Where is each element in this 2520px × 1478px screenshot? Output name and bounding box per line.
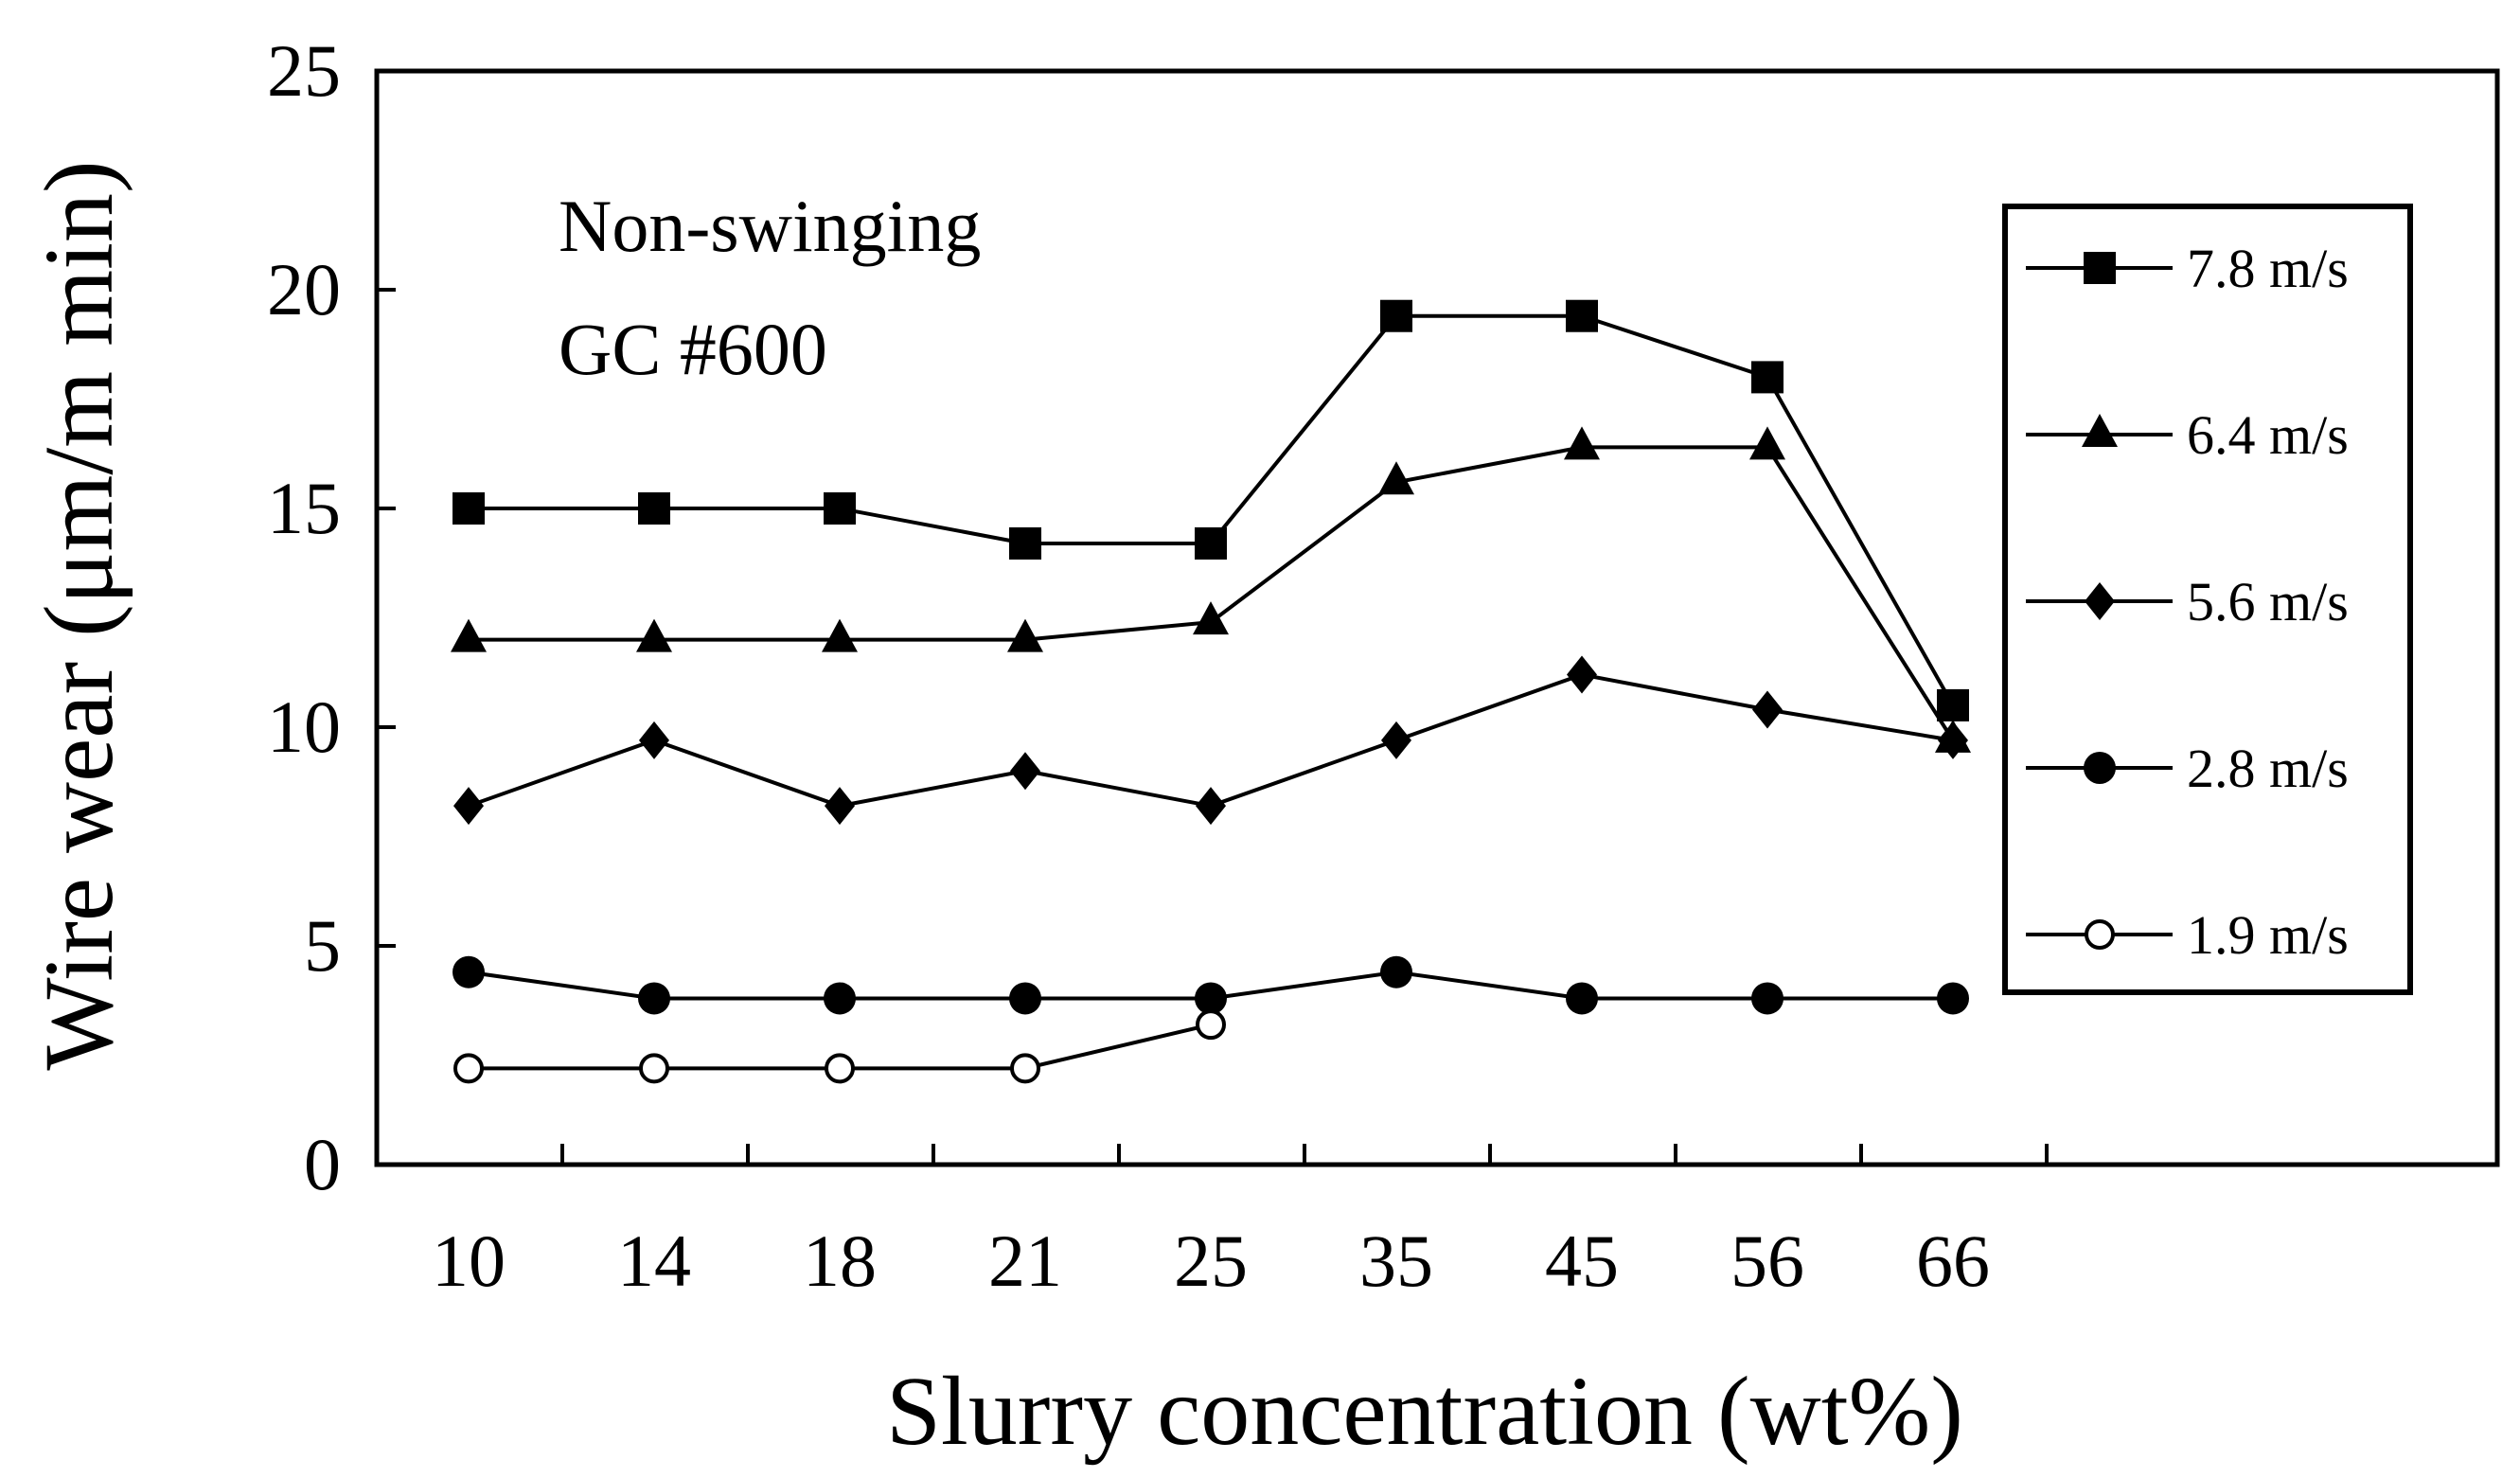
data-point-5-6-m-s (453, 787, 484, 826)
data-point-5-6-m-s (1752, 690, 1783, 729)
y-tick-label: 25 (267, 29, 341, 112)
legend-marker (2084, 252, 2116, 284)
data-point-6-4-m-s (1007, 618, 1043, 652)
data-point-7-8-m-s (1380, 299, 1412, 332)
data-point-7-8-m-s (824, 492, 856, 525)
x-tick-label: 56 (1730, 1220, 1804, 1302)
legend-label: 7.8 m/s (2187, 238, 2349, 299)
data-point-6-4-m-s (1193, 601, 1229, 635)
series-1-9-m-s (453, 1009, 1226, 1084)
annotation-abrasive: GC #600 (559, 308, 827, 390)
data-point-2-8-m-s (453, 955, 485, 988)
legend: 7.8 m/s 6.4 m/s 5.6 m/s 2.8 m/s 1.9 m/s (2002, 204, 2413, 995)
data-point-7-8-m-s (1751, 361, 1784, 394)
data-point-6-4-m-s (1378, 461, 1414, 495)
series-line-5-6-m-s (468, 672, 1954, 809)
data-point-7-8-m-s (1009, 526, 1041, 560)
x-tick-label: 66 (1916, 1220, 1990, 1302)
data-point-5-6-m-s (639, 721, 669, 759)
data-point-6-4-m-s (1749, 426, 1785, 460)
data-point-2-8-m-s (1009, 982, 1041, 1015)
y-axis-title: Wire wear (μm/m min) (25, 160, 133, 1070)
legend-entry-7-8-m-s: 7.8 m/s (2026, 238, 2349, 299)
data-point-5-6-m-s (1938, 721, 1968, 759)
x-tick-label: 45 (1545, 1220, 1619, 1302)
data-point-6-4-m-s (451, 618, 487, 652)
data-point-1-9-m-s (1010, 1053, 1040, 1084)
data-point-5-6-m-s (1567, 655, 1597, 694)
data-point-6-4-m-s (636, 618, 672, 652)
y-tick-label: 20 (267, 248, 341, 330)
legend-entry-6-4-m-s: 6.4 m/s (2026, 404, 2349, 466)
series-line-6-4-m-s (469, 445, 1955, 741)
legend-label: 2.8 m/s (2187, 738, 2349, 799)
series-7-8-m-s (453, 299, 1969, 721)
data-point-7-8-m-s (1937, 688, 1969, 721)
plot-frame (374, 68, 2500, 1167)
data-point-2-8-m-s (1380, 955, 1412, 988)
data-point-2-8-m-s (1195, 982, 1227, 1015)
data-point-2-8-m-s (1751, 982, 1784, 1015)
x-tick-label: 25 (1174, 1220, 1248, 1302)
x-tick-label: 21 (988, 1220, 1062, 1302)
data-point-5-6-m-s (825, 787, 855, 826)
annotation-mode: Non-swinging (559, 185, 981, 267)
series-layer (451, 299, 1971, 1084)
data-point-7-8-m-s (638, 492, 670, 525)
data-point-1-9-m-s (1196, 1009, 1226, 1041)
data-point-1-9-m-s (453, 1053, 484, 1084)
y-tick-label: 0 (304, 1123, 341, 1205)
data-point-2-8-m-s (824, 982, 856, 1015)
legend-marker (2085, 919, 2115, 950)
data-point-7-8-m-s (1195, 526, 1227, 560)
legend-marker (2082, 414, 2118, 447)
x-tick-label: 14 (617, 1220, 691, 1302)
series-6-4-m-s (451, 426, 1971, 753)
series-5-6-m-s (453, 655, 1968, 826)
x-tick-label: 18 (803, 1220, 877, 1302)
legend-label: 1.9 m/s (2187, 904, 2349, 966)
axes: 0 5 10 15 20 25 10 14 18 21 25 35 45 56 66 (267, 29, 2049, 1302)
x-tick-label: 35 (1359, 1220, 1433, 1302)
x-tick-label: 10 (432, 1220, 506, 1302)
data-point-2-8-m-s (1566, 982, 1598, 1015)
legend-label: 6.4 m/s (2187, 404, 2349, 466)
data-point-2-8-m-s (638, 982, 670, 1015)
legend-entry-5-6-m-s: 5.6 m/s (2026, 571, 2349, 632)
data-point-5-6-m-s (1010, 752, 1040, 791)
data-point-5-6-m-s (1381, 721, 1411, 759)
y-tick-label: 10 (267, 686, 341, 768)
y-tick-label: 5 (304, 904, 341, 987)
data-point-2-8-m-s (1937, 982, 1969, 1015)
legend-entry-1-9-m-s: 1.9 m/s (2026, 904, 2349, 966)
data-point-5-6-m-s (1196, 787, 1226, 826)
x-axis-title: Slurry concentration (wt%) (886, 1357, 1963, 1466)
legend-entry-2-8-m-s: 2.8 m/s (2026, 738, 2349, 799)
data-point-6-4-m-s (822, 618, 858, 652)
data-point-6-4-m-s (1564, 426, 1600, 460)
series-2-8-m-s (453, 955, 1969, 1015)
data-point-7-8-m-s (1566, 299, 1598, 332)
data-point-7-8-m-s (453, 492, 485, 525)
data-point-1-9-m-s (825, 1053, 855, 1084)
y-tick-label: 15 (267, 467, 341, 549)
legend-label: 5.6 m/s (2187, 571, 2349, 632)
data-point-1-9-m-s (639, 1053, 669, 1084)
legend-marker (2085, 582, 2115, 620)
legend-marker (2084, 752, 2116, 784)
